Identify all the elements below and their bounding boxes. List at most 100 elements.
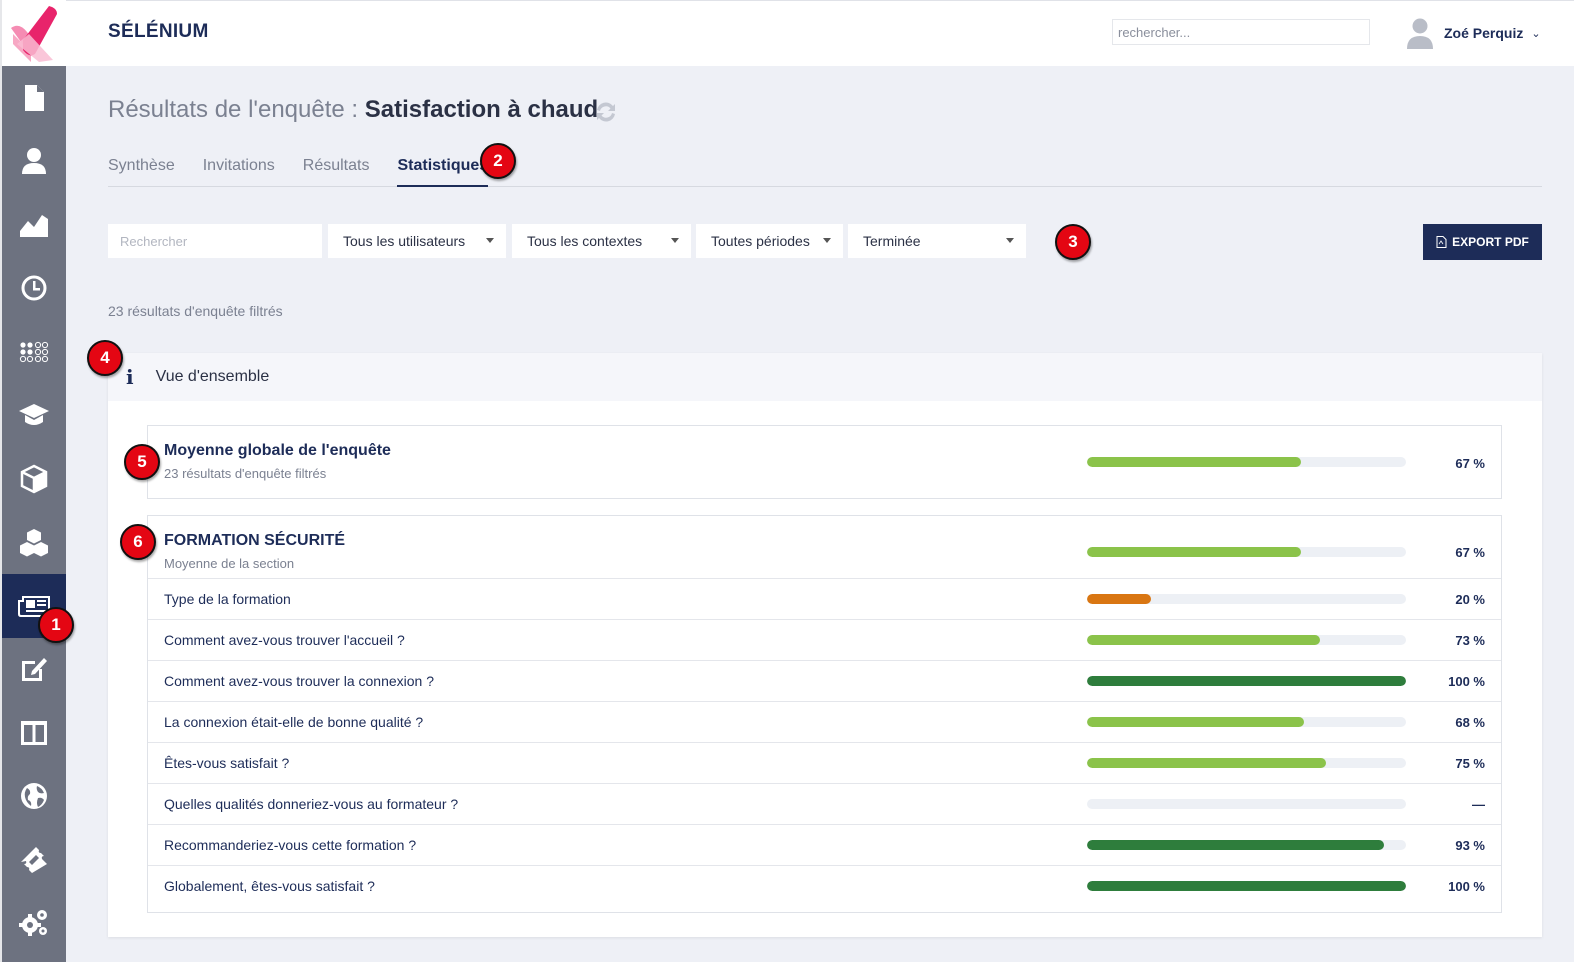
question-bar-fill (1087, 635, 1320, 645)
sidebar-nav (2, 66, 66, 955)
global-average-bar (1087, 457, 1406, 467)
graduation-cap-icon (19, 404, 49, 426)
question-label: Quelles qualités donneriez-vous au forma… (164, 796, 459, 812)
question-percent: — (1472, 797, 1485, 812)
question-bar (1087, 717, 1406, 727)
question-percent: 73 % (1455, 633, 1485, 648)
question-bar (1087, 881, 1406, 891)
caret-down-icon (671, 238, 679, 243)
cube-icon (20, 464, 48, 494)
question-row: Comment avez-vous trouver la connexion ?… (148, 661, 1501, 702)
periods-select-value: Toutes périodes (711, 233, 810, 249)
edit-icon (22, 658, 47, 682)
contexts-select-value: Tous les contextes (527, 233, 643, 249)
user-name: Zoé Perquiz (1444, 25, 1524, 41)
question-percent: 20 % (1455, 592, 1485, 607)
tab-statistiques[interactable]: Statistiques (397, 154, 489, 187)
sidebar-item-layout[interactable] (2, 701, 66, 765)
question-percent: 100 % (1448, 674, 1485, 689)
periods-select[interactable]: Toutes périodes (696, 224, 843, 258)
question-bar-fill (1087, 881, 1406, 891)
pdf-file-icon (1436, 236, 1447, 248)
marker-2: 2 (480, 143, 516, 179)
question-bar-fill (1087, 717, 1304, 727)
export-pdf-button[interactable]: EXPORT PDF (1423, 224, 1542, 260)
marker-1: 1 (38, 607, 74, 643)
question-label: Type de la formation (164, 591, 291, 607)
question-percent: 93 % (1455, 838, 1485, 853)
app-brand: SÉLÉNIUM (108, 21, 209, 42)
sidebar-item-tickets[interactable] (2, 828, 66, 892)
sidebar-item-editor[interactable] (2, 638, 66, 702)
sidebar-item-documents[interactable] (2, 66, 66, 130)
filter-search-input[interactable] (108, 224, 322, 258)
sidebar (0, 0, 66, 962)
user-menu[interactable]: Zoé Perquiz ⌄ (1406, 17, 1541, 49)
marker-4: 4 (87, 340, 123, 376)
tab-resultats[interactable]: Résultats (302, 157, 370, 174)
tab-invitations[interactable]: Invitations (202, 157, 275, 174)
users-select[interactable]: Tous les utilisateurs (328, 224, 506, 258)
newspaper-icon (18, 595, 50, 617)
global-search-input[interactable] (1112, 19, 1370, 45)
question-row: Recommanderiez-vous cette formation ? 93 … (148, 825, 1501, 866)
sidebar-item-modules[interactable] (2, 447, 66, 511)
users-select-value: Tous les utilisateurs (343, 233, 466, 249)
area-chart-icon (20, 214, 48, 237)
marker-6: 6 (120, 524, 156, 560)
cubes-icon (20, 529, 48, 557)
global-average-subtitle: 23 résultats d'enquête filtrés (164, 466, 327, 481)
overview-card: i Vue d'ensemble Moyenne globale de l'en… (108, 353, 1542, 937)
question-bar-fill (1087, 594, 1151, 604)
question-bar (1087, 635, 1406, 645)
overview-title: Vue d'ensemble (155, 368, 270, 385)
question-label: Êtes-vous satisfait ? (164, 755, 290, 771)
sidebar-item-history[interactable] (2, 257, 66, 321)
refresh-icon[interactable] (592, 98, 620, 133)
sidebar-item-settings[interactable] (2, 892, 66, 956)
sidebar-item-stats[interactable] (2, 193, 66, 257)
columns-icon (21, 720, 47, 745)
page-title-prefix: Résultats de l'enquête : (108, 96, 365, 123)
status-select-value: Terminée (863, 233, 921, 249)
global-average-percent: 67 % (1455, 456, 1485, 471)
dots-grid-icon (19, 341, 49, 362)
status-select[interactable]: Terminée (848, 224, 1026, 258)
question-bar-fill (1087, 840, 1384, 850)
section-average-bar (1087, 547, 1406, 557)
globe-icon (21, 783, 47, 810)
caret-down-icon (1006, 238, 1014, 243)
question-percent: 68 % (1455, 715, 1485, 730)
sidebar-item-catalog[interactable] (2, 511, 66, 575)
ticket-icon (21, 846, 47, 873)
sidebar-item-training[interactable] (2, 384, 66, 448)
sidebar-item-apps[interactable] (2, 320, 66, 384)
tab-bar: Synthèse Invitations Résultats Statistiq… (108, 154, 1542, 187)
export-pdf-label: EXPORT PDF (1452, 235, 1529, 249)
section-header-row: FORMATION SÉCURITÉ Moyenne de la section… (148, 516, 1501, 579)
sidebar-item-users[interactable] (2, 130, 66, 194)
app-logo[interactable] (2, 0, 66, 66)
results-count: 23 résultats d'enquête filtrés (108, 303, 283, 319)
caret-down-icon (823, 238, 831, 243)
section-box: FORMATION SÉCURITÉ Moyenne de la section… (147, 515, 1502, 913)
question-label: Globalement, êtes-vous satisfait ? (164, 878, 375, 894)
question-bar-fill (1087, 758, 1327, 768)
question-percent: 75 % (1455, 756, 1485, 771)
user-icon (22, 148, 46, 175)
question-label: Comment avez-vous trouver l'accueil ? (164, 632, 405, 648)
chevron-down-icon: ⌄ (1531, 27, 1541, 40)
global-average-bar-fill (1087, 457, 1301, 467)
question-row: Êtes-vous satisfait ? 75 % (148, 743, 1501, 784)
global-average-row: Moyenne globale de l'enquête 23 résultat… (148, 426, 1501, 498)
question-bar (1087, 799, 1406, 809)
info-icon: i (126, 365, 134, 389)
filter-bar: Tous les utilisateurs Tous les contextes… (108, 224, 1542, 260)
question-list: Type de la formation 20 % Comment avez-vou… (148, 579, 1501, 907)
sidebar-item-global[interactable] (2, 765, 66, 829)
document-icon (25, 84, 44, 111)
question-bar (1087, 676, 1406, 686)
contexts-select[interactable]: Tous les contextes (512, 224, 691, 258)
avatar (1407, 18, 1433, 49)
tab-synthese[interactable]: Synthèse (108, 157, 175, 174)
